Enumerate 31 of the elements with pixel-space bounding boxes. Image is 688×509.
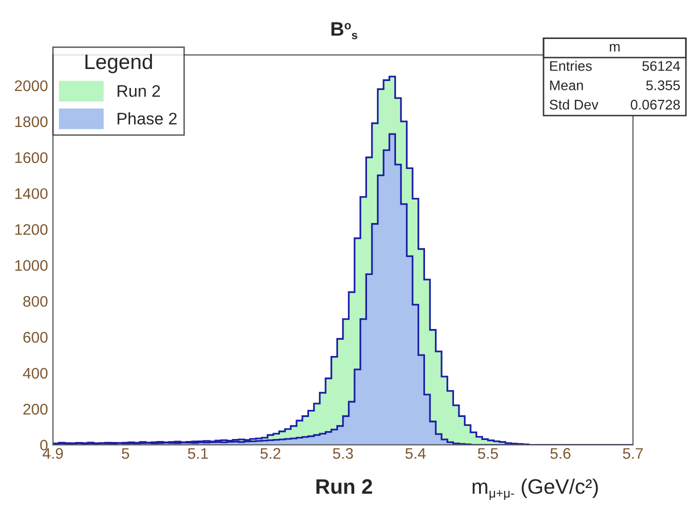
text: m [610,44,620,52]
y-tick-label: 1800 [15,116,48,128]
y-tick-label: 400 [22,368,48,379]
text: 56124 [642,61,680,71]
text: 5.355 [646,80,680,90]
x-tick-label: 5.7 [622,448,643,459]
y-tick-label: 200 [23,404,48,415]
y-tick-label: 1600 [15,152,48,164]
text: Run 2 [316,479,372,494]
legend-title: Legend [86,54,152,74]
legend-label: Phase 2 [118,112,177,125]
y-tick-label: 800 [23,296,48,307]
y-tick-label: 1400 [15,188,48,200]
x-tick-label: 5.5 [478,448,498,459]
x-tick-label: 5.3 [332,448,353,459]
x-tick-label: 5.1 [188,448,208,459]
y-tick-label: 0 [40,440,48,451]
x-tick-label: 4.9 [42,448,63,459]
y-tick-label: 2000 [14,80,48,92]
annotation: Entries [550,60,592,71]
annotation: 0.06728 [630,100,680,110]
y-tick-label: 1000 [15,260,48,271]
x-tick-label: 5.2 [260,448,280,459]
annotation: Mean [550,80,583,90]
y-tick-label: 1200 [15,224,48,235]
x-tick-label: 5.6 [550,448,570,459]
y-tick-label: 600 [23,332,48,343]
x-tick-label: 5 [122,448,130,459]
annotation: Std Dev [550,99,598,110]
legend-label: Run 2 [118,85,160,97]
x-tick-label: 5.4 [405,448,426,459]
